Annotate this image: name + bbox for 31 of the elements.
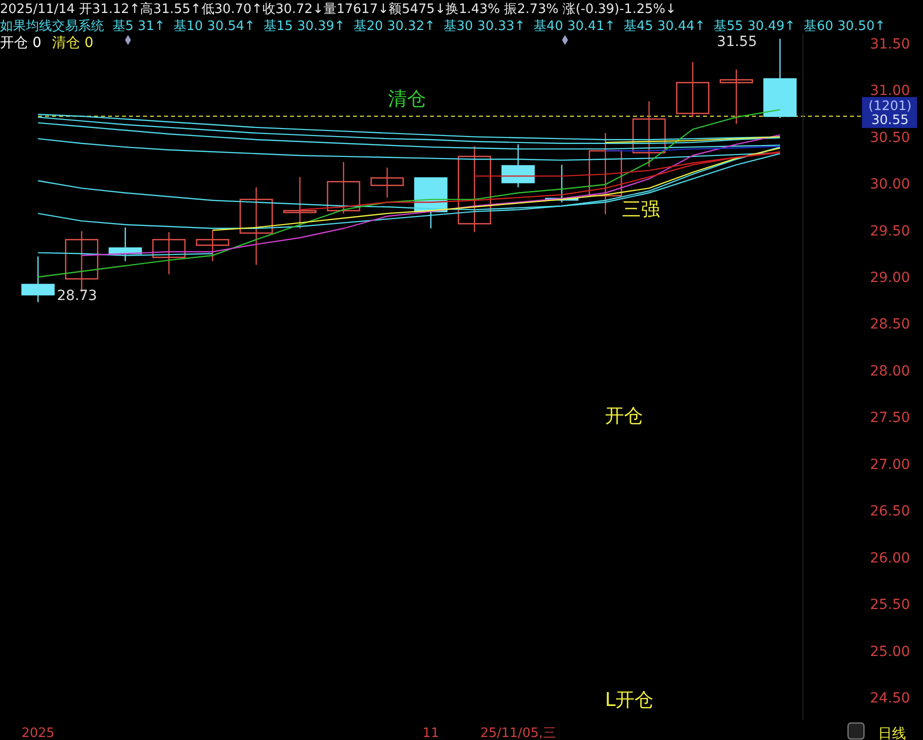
y-tick-label: 25.50 [870, 597, 910, 614]
x-tick-label: 11 [422, 726, 440, 740]
text: (1201) [868, 99, 912, 114]
chart-title: 2025/11/14 开31.12↑高31.55↑低30.70↑收30.72↓量17617↓额5475↓换1.43% 振2.73% 涨(-0.39)-1.25%↓ [0, 1, 676, 17]
y-tick-label: 27.00 [870, 456, 910, 473]
annotation: 开仓 0 [0, 35, 42, 51]
chart-subtitle: 如果均线交易系统 基5 31↑ 基10 30.54↑ 基15 30.39↑ 基20 30.32↑ 基30 30.33↑ 基40 30.41↑ 基45 30.44↑ 基55 30.49↑ 基60 30.50↑ [0, 18, 886, 34]
y-tick-label: 31.50 [870, 36, 910, 52]
annotation: 28.73 [57, 288, 98, 304]
y-tick-label: 27.50 [870, 410, 910, 426]
annotation: 清仓 [388, 88, 426, 110]
text: 30.55 [871, 113, 909, 128]
y-tick-label: 25.00 [870, 644, 910, 660]
y-tick-label: 30.50 [870, 130, 910, 146]
y-tick-label: 26.00 [870, 550, 910, 566]
y-tick-label: 28.50 [870, 316, 910, 333]
x-tick-label: 25/11/05,三 [480, 726, 556, 740]
annotation: 三强 [622, 198, 660, 220]
annotation: 开仓 [605, 405, 643, 427]
y-tick-label: 29.00 [870, 270, 910, 286]
y-tick-label: 31.00 [870, 83, 910, 100]
y-tick-label: 28.00 [870, 363, 910, 380]
y-tick-label: 29.50 [870, 223, 910, 240]
y-tick-label: 24.50 [870, 690, 910, 707]
annotation: 清仓 0 [52, 35, 94, 51]
y-tick-label: 30.00 [870, 176, 910, 193]
y-tick-label: 26.50 [870, 504, 910, 520]
x-tick-label: 2025 [21, 726, 55, 740]
text: 日线 [878, 726, 906, 740]
annotation: 31.55 [716, 34, 757, 50]
annotation: L开仓 [605, 689, 654, 711]
